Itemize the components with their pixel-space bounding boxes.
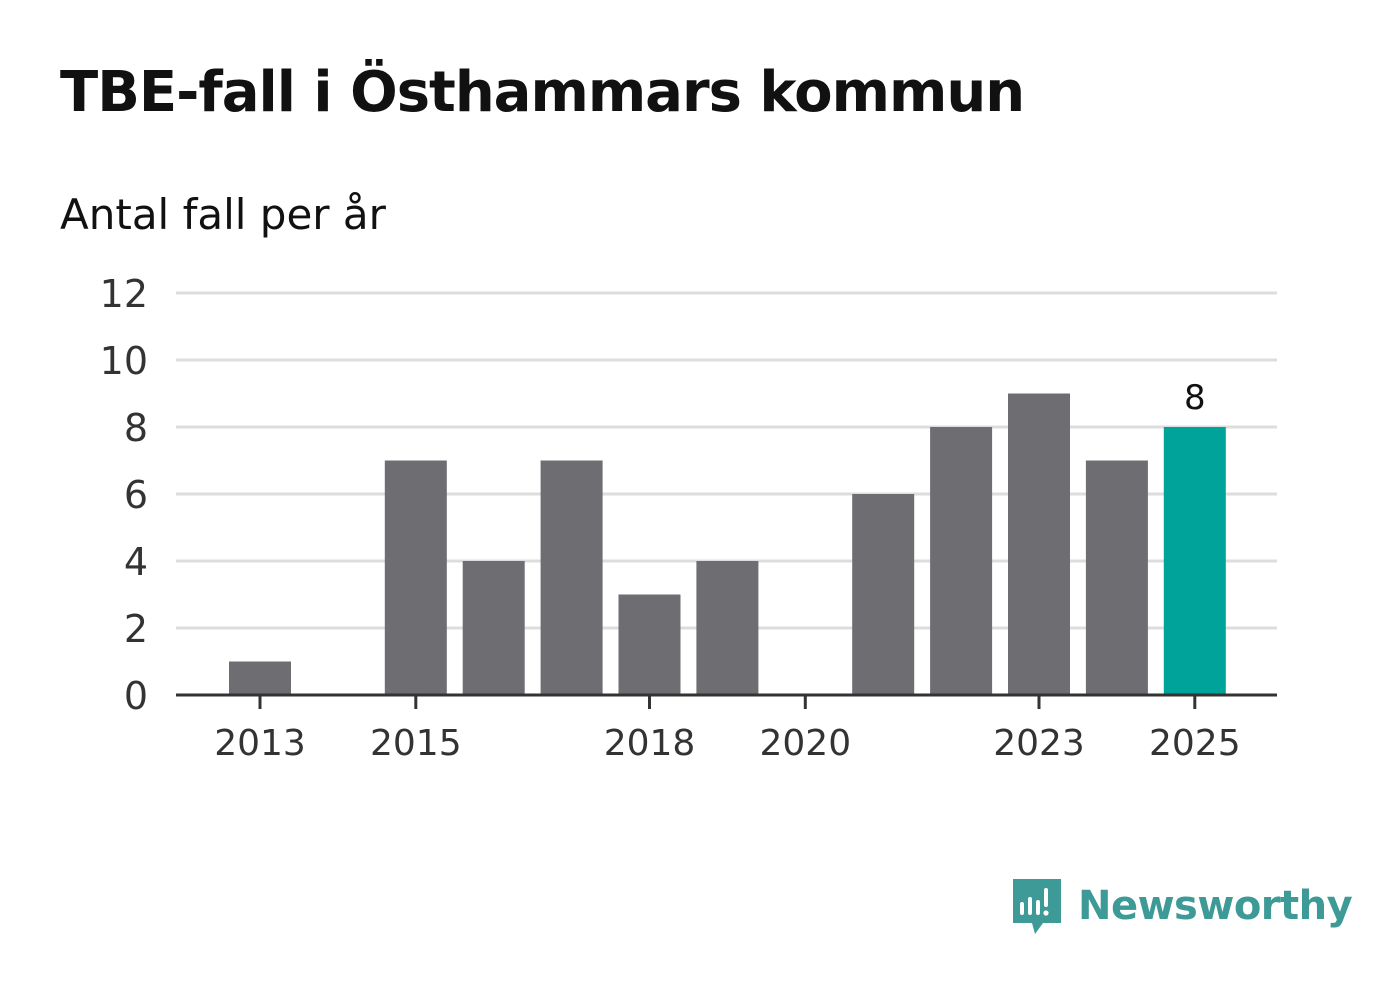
bar-2022: [930, 427, 993, 695]
x-tick-label-2023: 2023: [993, 723, 1085, 764]
bar-2017: [540, 460, 603, 695]
logo-dot: [1043, 910, 1049, 916]
bars: [229, 393, 1226, 695]
bar-2015: [384, 460, 447, 695]
y-tick-label-8: 8: [124, 406, 148, 450]
x-tick-label-2025: 2025: [1149, 723, 1241, 764]
bar-2025: [1163, 427, 1226, 695]
logo-bar-2: [1028, 897, 1032, 915]
logo-bar-3: [1036, 900, 1040, 915]
x-tick-label-2013: 2013: [214, 723, 306, 764]
y-tick-label-0: 0: [124, 674, 148, 718]
bar-2019: [696, 561, 759, 695]
labels: 0 2 4 6 8 10 12 2013 2015 2018 2020 2023 2025 8: [100, 272, 1241, 764]
y-tick-label-2: 2: [124, 607, 148, 651]
bar-2016: [462, 561, 525, 695]
bar-2013: [229, 661, 291, 695]
chart-title: TBE-fall i Östhammars kommun: [60, 60, 1025, 125]
bar-2018: [618, 594, 681, 695]
data-label-2025: 8: [1184, 378, 1206, 418]
logo-bar-1: [1020, 902, 1024, 915]
x-tick-label-2018: 2018: [604, 723, 696, 764]
y-tick-label-10: 10: [100, 339, 148, 383]
newsworthy-logo-icon: [1013, 879, 1061, 934]
chart-subtitle: Antal fall per år: [60, 190, 386, 239]
y-tick-label-12: 12: [100, 272, 148, 316]
brand-name: Newsworthy: [1078, 883, 1353, 929]
brand-logo: Newsworthy: [1010, 876, 1353, 936]
bar-2024: [1085, 460, 1148, 695]
x-tick-label-2015: 2015: [370, 723, 462, 764]
y-tick-label-6: 6: [124, 473, 148, 517]
bar-2021: [852, 494, 915, 695]
logo-bar-4: [1044, 888, 1048, 907]
y-tick-label-4: 4: [124, 540, 148, 584]
x-tick-label-2020: 2020: [759, 723, 851, 764]
bar-2023: [1008, 393, 1070, 695]
axes: [176, 693, 1277, 709]
